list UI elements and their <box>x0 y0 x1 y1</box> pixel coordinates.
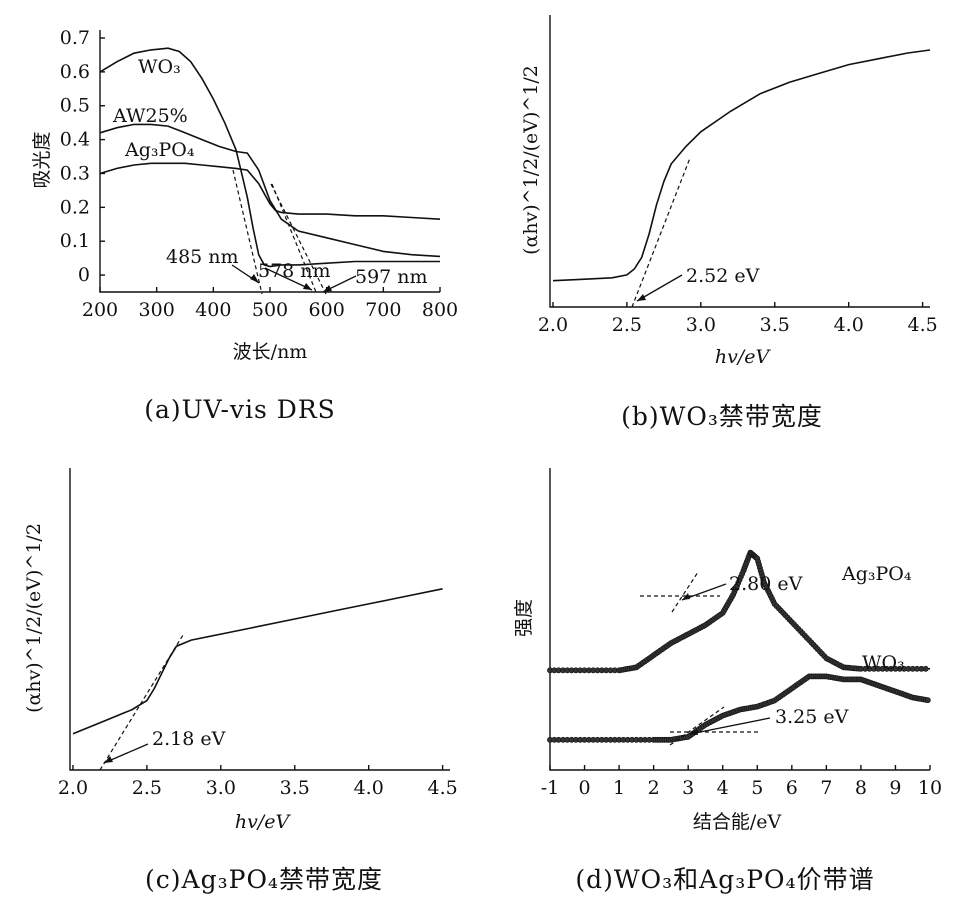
panel-a-caption: (a)UV-vis DRS <box>144 395 336 424</box>
panel-b-x-tick-label: 4.5 <box>907 314 937 336</box>
panel-c-axes <box>69 468 450 771</box>
panel-b-arrowhead <box>637 294 646 301</box>
panel-c-arrowhead <box>104 756 113 763</box>
panel-b-series-WO3 <box>552 49 931 282</box>
panel-b-x-tick-label: 3.0 <box>686 314 716 336</box>
panel-a-arrow-578 <box>264 267 313 291</box>
panel-b-y-label: (αhv)^1/2/(eV)^1/2 <box>520 65 542 255</box>
panel-c-caption: (c)Ag₃PO₄禁带宽度 <box>145 865 383 894</box>
panel-a-series-WO3 <box>99 47 440 268</box>
panel-d-x-label: 结合能/eV <box>693 811 782 833</box>
panel-d-x-tick-label: 4 <box>717 777 729 799</box>
panel-a-x-tick-label: 200 <box>82 299 118 321</box>
panel-d-arrow-wo3 <box>689 717 771 735</box>
panel-c-x-tick-label: 4.0 <box>354 777 384 799</box>
panel-c-x-tick-label: 3.5 <box>280 777 310 799</box>
panel-c: 2.0 2.5 3.0 3.5 4.0 4.5 2.18 eV hv/eV (αhv)^1… <box>23 468 458 894</box>
panel-a-arrowhead-578 <box>303 283 312 290</box>
panel-d-y-label: 强度 <box>513 599 535 637</box>
panel-a-x-tick-label: 800 <box>422 299 458 321</box>
panel-a-x-label: 波长/nm <box>233 341 308 363</box>
panel-a-series-Ag3PO4 <box>99 162 441 220</box>
panel-a-tangent-aw25 <box>271 183 317 293</box>
panel-a-y-tick-label: 0.1 <box>60 230 90 252</box>
panel-b-x-tick-label: 2.5 <box>612 314 642 336</box>
panel-d-arrowhead-ag3po4 <box>682 593 690 600</box>
panel-a-y-tick-label: 0.2 <box>60 196 90 218</box>
panel-a-y-tick-label: 0.6 <box>60 61 90 83</box>
panel-a-annotation-485: 485 nm <box>166 246 239 268</box>
panel-c-x-label: hv/eV <box>235 811 292 833</box>
panel-d-x-tick-label: 7 <box>820 777 832 799</box>
panel-d-annotation-325: 3.25 eV <box>775 706 849 728</box>
panel-a-y-label: 吸光度 <box>31 131 53 188</box>
panel-b-caption: (b)WO₃禁带宽度 <box>621 402 823 431</box>
panel-a: 200 300 400 500 600 700 800 0 0.1 0.2 0.3 0.4 0.5 0.6… <box>31 27 458 424</box>
panel-a-series-label-aw25: AW25% <box>112 105 188 127</box>
panel-a-y-tick-label: 0.4 <box>60 129 90 151</box>
panel-d-arrowhead-wo3 <box>690 729 698 735</box>
panel-a-x-tick-label: 700 <box>365 299 401 321</box>
panel-a-arrowhead-485 <box>250 274 259 283</box>
panel-b-tangent <box>631 157 691 308</box>
panel-c-x-tick-label: 4.5 <box>427 777 457 799</box>
panel-d-x-tick-label: 8 <box>855 777 867 799</box>
panel-b-axes <box>549 15 930 308</box>
panel-d-tangent-ag3po4 <box>671 571 699 613</box>
panel-a-series-label-wo3: WO₃ <box>138 56 181 78</box>
panel-d-x-tick-label: 9 <box>889 777 901 799</box>
panel-c-annotation: 2.18 eV <box>152 728 226 750</box>
panel-c-x-tick-label: 2.5 <box>132 777 162 799</box>
panel-d-point-WO3 <box>924 697 931 704</box>
panel-a-y-tick-label: 0.7 <box>60 27 90 49</box>
panel-d-series-label-ag3po4: Ag₃PO₄ <box>841 563 912 585</box>
panel-a-x-tick-label: 500 <box>252 299 288 321</box>
panel-d-caption: (d)WO₃和Ag₃PO₄价带谱 <box>575 865 874 894</box>
panel-d-x-tick-label: -1 <box>541 777 560 799</box>
panel-d-x-tick-label: 5 <box>751 777 763 799</box>
panel-a-x-tick-label: 400 <box>195 299 231 321</box>
panel-b-x-tick-label: 4.0 <box>834 314 864 336</box>
panel-d-annotation-280: 2.80 eV <box>729 573 803 595</box>
panel-c-x-tick-label: 3.0 <box>206 777 236 799</box>
panel-d: -1 0 1 2 3 4 5 6 7 8 9 10 2.80 eV 3.25 eV Ag₃PO₄ WO… <box>513 468 942 894</box>
panel-c-y-label: (αhv)^1/2/(eV)^1/2 <box>23 523 45 713</box>
panel-d-x-tick-label: 1 <box>613 777 625 799</box>
panel-a-y-tick-label: 0 <box>78 264 90 286</box>
panel-a-x-tick-label: 600 <box>309 299 345 321</box>
panel-b-x-tick-label: 2.0 <box>538 314 568 336</box>
panel-d-x-tick-label: 0 <box>578 777 590 799</box>
panel-b: 2.0 2.5 3.0 3.5 4.0 4.5 2.52 eV hv/eV (αhv)^1… <box>520 15 938 431</box>
panel-a-y-tick-label: 0.3 <box>60 162 90 184</box>
panel-d-x-tick-label: 6 <box>786 777 798 799</box>
panel-a-annotation-597: 597 nm <box>355 266 428 288</box>
panel-a-x-tick-label: 300 <box>139 299 175 321</box>
panel-a-arrowhead-597 <box>323 285 332 292</box>
panel-b-x-label: hv/eV <box>715 346 772 368</box>
panel-a-series-label-ag3po4: Ag₃PO₄ <box>124 139 195 161</box>
panel-d-axes <box>549 468 930 771</box>
panel-a-annotation-578: 578 nm <box>258 260 331 282</box>
panel-b-annotation: 2.52 eV <box>686 265 760 287</box>
panel-d-point-Ag3PO4 <box>922 665 929 672</box>
panel-d-x-tick-label: 10 <box>918 777 942 799</box>
panel-a-series-AW25% <box>99 123 441 258</box>
panel-a-y-tick-label: 0.5 <box>60 95 90 117</box>
panel-d-x-tick-label: 3 <box>682 777 694 799</box>
panel-b-x-tick-label: 3.5 <box>760 314 790 336</box>
panel-c-series-Ag3PO4 <box>72 588 443 735</box>
panel-a-tangent-wo3 <box>232 169 263 295</box>
panel-b-arrow <box>636 274 683 302</box>
panel-d-series-label-wo3: WO₃ <box>862 652 905 674</box>
panel-c-tangent <box>99 634 184 771</box>
panel-d-tangent-wo3 <box>669 706 725 746</box>
panel-c-x-tick-label: 2.0 <box>58 777 88 799</box>
panel-d-x-tick-label: 2 <box>648 777 660 799</box>
